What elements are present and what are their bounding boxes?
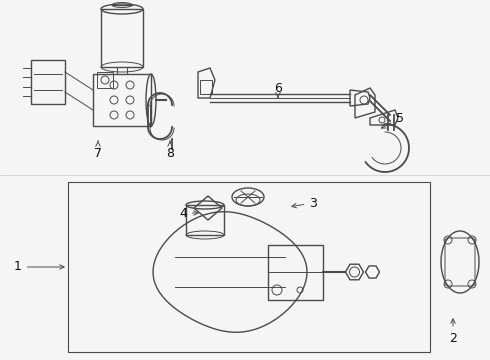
Text: 7: 7 [94,141,102,159]
Bar [93,74,151,126]
Bar [31,60,65,104]
Text: 4: 4 [179,207,198,220]
Text: 2: 2 [449,319,457,345]
Text: 1: 1 [14,261,64,274]
Bar [268,244,322,300]
Bar [97,72,113,88]
Bar [200,80,212,94]
Text: 6: 6 [274,81,282,98]
Text: 8: 8 [166,141,174,159]
Bar [186,205,224,235]
Text: 3: 3 [292,197,317,210]
Bar [68,182,430,352]
Text: 5: 5 [381,112,404,128]
Bar [101,9,143,67]
